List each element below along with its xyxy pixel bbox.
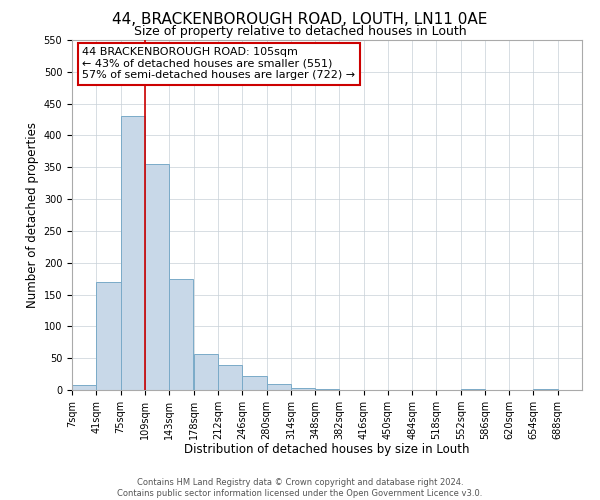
- Text: Size of property relative to detached houses in Louth: Size of property relative to detached ho…: [134, 25, 466, 38]
- Text: Contains HM Land Registry data © Crown copyright and database right 2024.
Contai: Contains HM Land Registry data © Crown c…: [118, 478, 482, 498]
- Bar: [194, 354, 218, 390]
- Bar: [169, 278, 193, 390]
- Bar: [121, 116, 145, 390]
- X-axis label: Distribution of detached houses by size in Louth: Distribution of detached houses by size …: [184, 444, 470, 456]
- Bar: [145, 164, 169, 390]
- Bar: [218, 364, 242, 390]
- Bar: [242, 376, 267, 390]
- Bar: [96, 282, 121, 390]
- Text: 44, BRACKENBOROUGH ROAD, LOUTH, LN11 0AE: 44, BRACKENBOROUGH ROAD, LOUTH, LN11 0AE: [112, 12, 488, 28]
- Y-axis label: Number of detached properties: Number of detached properties: [26, 122, 40, 308]
- Text: 44 BRACKENBOROUGH ROAD: 105sqm
← 43% of detached houses are smaller (551)
57% of: 44 BRACKENBOROUGH ROAD: 105sqm ← 43% of …: [82, 47, 355, 80]
- Bar: [267, 384, 291, 390]
- Bar: [291, 388, 315, 390]
- Bar: [72, 385, 96, 390]
